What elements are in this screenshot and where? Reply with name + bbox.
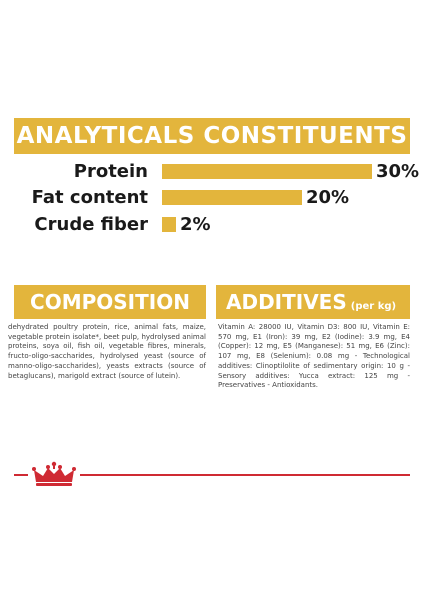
nutrient-label: Fat content: [31, 187, 148, 208]
additives-header: ADDITIVES (per kg): [216, 285, 410, 319]
brand-line-left: [14, 474, 28, 476]
analytics-title: ANALYTICALS CONSTITUENTS: [14, 118, 410, 154]
nutrient-row-fat: Fat content 20%: [0, 185, 424, 211]
nutrient-value: 30%: [376, 161, 420, 182]
nutrient-row-crude-fiber: Crude fiber 2%: [0, 212, 424, 238]
nutrient-row-protein: Protein 30%: [0, 159, 424, 185]
nutrient-value: 20%: [306, 187, 350, 208]
crown-icon: [32, 461, 76, 486]
composition-title: COMPOSITION: [14, 285, 206, 319]
nutrient-bar: [162, 190, 302, 205]
additives-text: Vitamin A: 28000 IU, Vitamin D3: 800 IU,…: [218, 323, 410, 390]
nutrient-bar: [162, 164, 372, 179]
additives-title: ADDITIVES: [226, 290, 347, 314]
nutrient-label: Crude fiber: [34, 214, 148, 235]
brand-line-right: [80, 474, 410, 476]
nutrient-label: Protein: [73, 161, 148, 182]
composition-text: dehydrated poultry protein, rice, animal…: [8, 323, 206, 380]
nutrient-value: 2%: [180, 214, 211, 235]
additives-unit: (per kg): [350, 301, 397, 312]
nutrient-bar: [162, 217, 176, 232]
